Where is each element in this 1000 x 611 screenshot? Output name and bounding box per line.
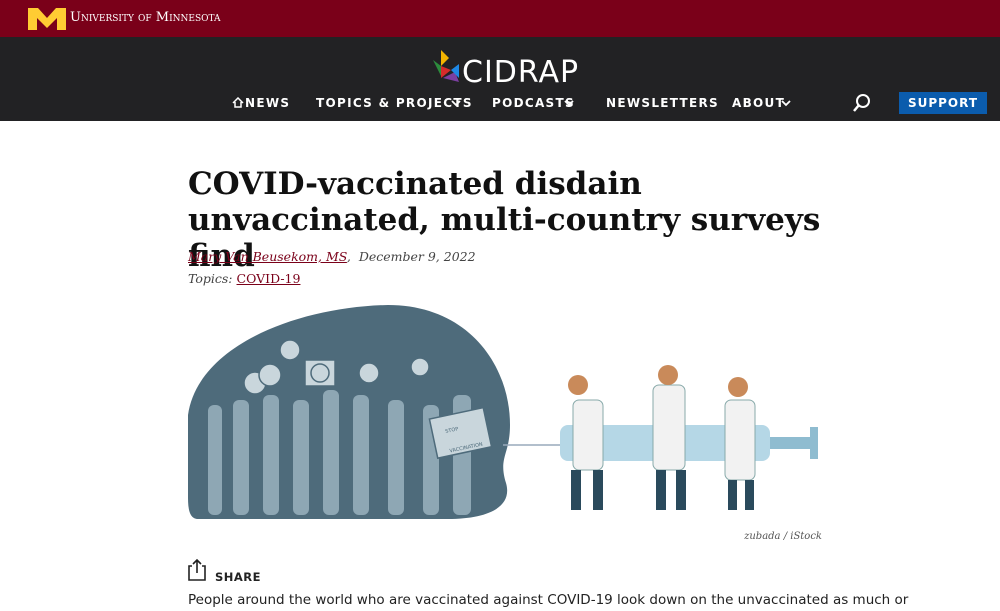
logo-text[interactable]: CIDRAP	[462, 55, 580, 90]
article-title: COVID-vaccinated disdain unvaccinated, m…	[188, 166, 821, 274]
topics: Topics: COVID-19	[188, 271, 300, 286]
nav-icons	[451, 94, 870, 112]
image-credit: zubada / iStock	[744, 531, 822, 542]
umn-logo	[28, 8, 66, 30]
topics-label: Topics:	[188, 271, 233, 286]
share-icon[interactable]	[188, 558, 208, 582]
illustration: STOP VACCINATION	[188, 305, 818, 519]
byline: Mary Van Beusekom, MS, December 9, 2022	[188, 249, 476, 264]
date: December 9, 2022	[358, 249, 476, 264]
author[interactable]: Mary Van Beusekom, MS	[188, 249, 347, 264]
logo-icon	[433, 50, 459, 82]
nav-item[interactable]: ABOUT	[732, 96, 786, 110]
topic-link[interactable]: COVID-19	[236, 271, 301, 286]
byline-separator: ,	[346, 249, 351, 264]
nav-bar: CIDRAP NEWS TOPICS & PROJECTS PODCASTS N…	[0, 37, 1000, 121]
nav-item[interactable]: NEWS	[245, 96, 291, 110]
home-icon	[232, 97, 244, 108]
article-body: People around the world who are vaccinat…	[188, 592, 909, 608]
support-button[interactable]: SUPPORT	[899, 92, 987, 114]
share-label[interactable]: SHARE	[215, 570, 262, 584]
nav-item[interactable]: PODCASTS	[492, 96, 575, 110]
sign-text: STOP	[445, 426, 459, 435]
nav-item[interactable]: NEWSLETTERS	[606, 96, 719, 110]
nav-item[interactable]: TOPICS & PROJECTS	[316, 96, 473, 110]
university-name[interactable]: University of Minnesota	[70, 10, 221, 25]
university-bar: University of Minnesota	[0, 0, 1000, 37]
